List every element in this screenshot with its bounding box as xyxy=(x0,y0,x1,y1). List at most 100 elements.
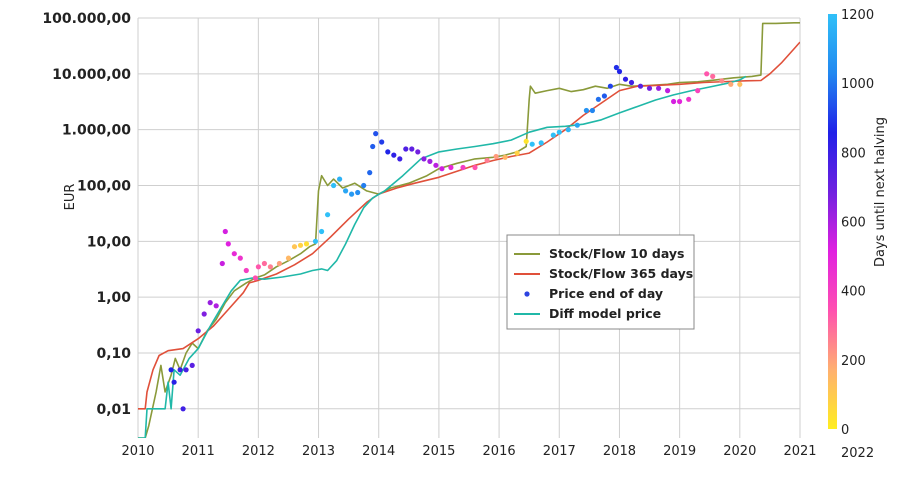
price-point xyxy=(433,162,439,168)
series-line-stock-flow-365-days xyxy=(138,41,800,410)
x-tick-label-2015: 2015 xyxy=(422,444,455,459)
price-point xyxy=(252,275,258,281)
price-point xyxy=(671,98,677,105)
price-point xyxy=(427,158,433,164)
price-point xyxy=(255,264,261,270)
colorbar-tick-1200: 1200 xyxy=(841,8,874,23)
legend-label-1: Stock/Flow 365 days xyxy=(549,266,693,281)
price-point xyxy=(538,140,544,146)
price-point xyxy=(225,241,231,247)
price-point xyxy=(472,164,478,171)
axis-layer: 2010 2011 2012 2013 2014 2015 2016 2017 2018 2019… xyxy=(42,11,816,459)
price-point xyxy=(183,367,189,373)
price-point xyxy=(325,212,331,218)
x-tick-label-2022: 2022 xyxy=(841,446,874,461)
colorbar-gradient xyxy=(828,14,837,429)
price-point xyxy=(529,141,535,147)
price-point xyxy=(343,188,349,194)
price-point xyxy=(695,88,701,94)
price-point xyxy=(677,98,683,105)
price-point xyxy=(189,362,195,368)
x-tick-label-2014: 2014 xyxy=(362,444,395,459)
price-point xyxy=(514,150,520,156)
colorbar-ticks: 0 200 400 600 800 1000 1200 2022 xyxy=(841,8,874,461)
price-point xyxy=(237,255,243,261)
price-point xyxy=(361,182,367,189)
y-tick-label-1: 10.000,00 xyxy=(52,67,131,83)
y-axis-title: EUR xyxy=(63,184,78,211)
price-point xyxy=(391,152,397,158)
x-tick-label-2017: 2017 xyxy=(543,444,576,459)
x-tick-label-2010: 2010 xyxy=(121,444,154,459)
price-point xyxy=(291,244,298,250)
x-tick-label-2013: 2013 xyxy=(302,444,335,459)
legend-label-2: Diff model price xyxy=(549,306,661,321)
price-point xyxy=(460,164,466,171)
series-layer xyxy=(138,21,800,438)
price-point xyxy=(337,176,343,182)
colorbar-tick-200: 200 xyxy=(841,354,866,369)
x-tick-label-2021: 2021 xyxy=(783,444,816,459)
colorbar-tick-1000: 1000 xyxy=(841,77,874,92)
x-tick-label-2020: 2020 xyxy=(723,444,756,459)
price-point xyxy=(613,64,620,71)
price-point xyxy=(177,367,183,373)
price-point xyxy=(312,238,319,244)
price-point xyxy=(171,379,177,385)
colorbar-tick-400: 400 xyxy=(841,285,866,300)
price-point xyxy=(267,264,273,270)
price-point xyxy=(331,182,337,189)
price-point xyxy=(355,189,361,196)
y-tick-label-6: 0,10 xyxy=(96,346,131,362)
price-point xyxy=(319,228,325,235)
price-point xyxy=(622,76,629,82)
price-point xyxy=(448,164,454,171)
y-tick-label-3: 100,00 xyxy=(77,178,131,194)
x-tick-label-2012: 2012 xyxy=(242,444,275,459)
y-tick-label-5: 1,00 xyxy=(96,290,131,306)
price-point xyxy=(349,191,355,197)
price-point xyxy=(595,96,602,102)
price-point xyxy=(285,255,292,261)
price-point xyxy=(276,260,282,267)
price-point xyxy=(502,154,508,160)
y-tick-label-2: 1.000,00 xyxy=(62,123,131,139)
y-tick-label-7: 0,01 xyxy=(96,402,131,418)
price-point xyxy=(207,300,213,306)
colorbar-tick-0: 0 xyxy=(841,423,849,438)
price-point xyxy=(219,260,225,267)
price-point xyxy=(665,88,671,94)
price-point xyxy=(589,107,596,114)
price-point xyxy=(397,156,403,162)
price-point xyxy=(421,156,427,162)
price-point xyxy=(222,228,228,235)
price-point xyxy=(261,260,267,267)
price-point xyxy=(601,93,608,99)
x-tick-label-2019: 2019 xyxy=(663,444,696,459)
price-point xyxy=(303,241,310,247)
price-point xyxy=(213,303,219,309)
price-point xyxy=(403,146,409,152)
price-point xyxy=(616,68,623,75)
legend: Stock/Flow 10 days Stock/Flow 365 days P… xyxy=(506,234,695,330)
price-point xyxy=(385,149,391,155)
price-point xyxy=(297,242,304,248)
price-point xyxy=(728,81,734,87)
colorbar-title: Days until next halving xyxy=(873,117,888,267)
price-point xyxy=(565,127,571,133)
x-tick-label-2016: 2016 xyxy=(483,444,516,459)
legend-swatch-3 xyxy=(524,291,530,297)
price-point xyxy=(704,71,710,77)
price-point xyxy=(243,267,249,274)
price-point xyxy=(550,132,556,138)
price-point xyxy=(231,251,237,257)
price-point xyxy=(379,139,385,145)
price-point xyxy=(180,406,186,412)
price-point xyxy=(493,153,499,160)
price-point xyxy=(574,122,580,128)
y-tick-label-0: 100.000,00 xyxy=(42,11,131,27)
x-tick-label-2011: 2011 xyxy=(182,444,215,459)
price-point xyxy=(737,81,743,87)
price-point xyxy=(201,311,207,317)
